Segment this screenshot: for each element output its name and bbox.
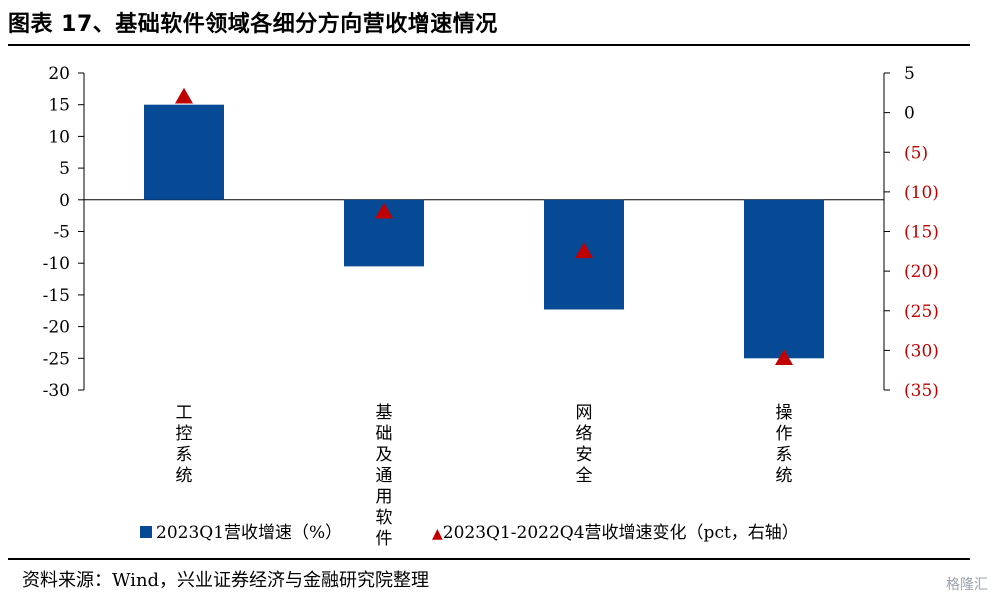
right-tick-label: 5 xyxy=(904,64,915,84)
left-tick-label: -30 xyxy=(43,381,70,401)
category-label: 基础及通用软件 xyxy=(376,403,393,549)
left-tick-label: 5 xyxy=(59,159,70,179)
category-label: 工控系统 xyxy=(176,403,193,486)
bar xyxy=(144,104,224,200)
chart-title: 图表 17、基础软件领域各细分方向营收增速情况 xyxy=(8,12,498,37)
marker-triangle xyxy=(175,87,193,104)
right-tick-label: 0 xyxy=(904,104,915,124)
left-tick-label: -10 xyxy=(43,254,70,274)
right-tick-label: (15) xyxy=(904,223,939,243)
title-divider xyxy=(8,44,970,46)
watermark: 格隆汇 xyxy=(946,577,988,593)
category-label: 网络安全 xyxy=(576,403,593,486)
right-tick-label: (25) xyxy=(904,302,939,322)
source-note: 资料来源：Wind，兴业证券经济与金融研究院整理 xyxy=(22,570,430,591)
marker-triangle xyxy=(775,349,793,366)
marker-triangle xyxy=(375,202,393,219)
legend-label-markers: ▲2023Q1-2022Q4营收增速变化（pct，右轴） xyxy=(432,523,799,543)
legend-label-bars: 2023Q1营收增速（%） xyxy=(156,523,342,543)
right-tick-label: (5) xyxy=(904,143,928,163)
category-label: 操作系统 xyxy=(776,403,793,486)
right-tick-label: (35) xyxy=(904,381,939,401)
left-tick-label: 0 xyxy=(59,191,70,211)
left-tick-label: -15 xyxy=(43,286,70,306)
left-tick-label: 20 xyxy=(48,64,70,84)
bar xyxy=(744,199,824,359)
left-tick-label: -5 xyxy=(53,223,70,243)
legend: 2023Q1营收增速（%） ▲2023Q1-2022Q4营收增速变化（pct，右轴… xyxy=(140,523,799,543)
left-tick-label: 15 xyxy=(48,96,70,116)
left-tick-label: 10 xyxy=(48,127,70,147)
chart-canvas: 20 15 10 5 0 -5 -10 -15 -20 -25 -30 5 0 (5) (10) (15) (… xyxy=(43,64,939,549)
bars xyxy=(144,104,824,359)
markers xyxy=(175,87,793,366)
marker-triangle xyxy=(575,242,593,259)
right-axis-ticks: 5 0 (5) (10) (15) (20) (25) (30) (35) xyxy=(884,64,939,401)
legend-square-icon xyxy=(140,526,152,538)
right-tick-label: (20) xyxy=(904,262,939,282)
category-labels: 工控系统 基础及通用软件 网络安全 操作系统 xyxy=(176,403,793,549)
right-tick-label: (30) xyxy=(904,341,939,361)
right-tick-label: (10) xyxy=(904,183,939,203)
left-tick-label: -25 xyxy=(43,349,70,369)
left-tick-label: -20 xyxy=(43,318,70,338)
source-divider xyxy=(8,558,970,560)
left-axis-ticks: 20 15 10 5 0 -5 -10 -15 -20 -25 -30 xyxy=(43,64,84,401)
